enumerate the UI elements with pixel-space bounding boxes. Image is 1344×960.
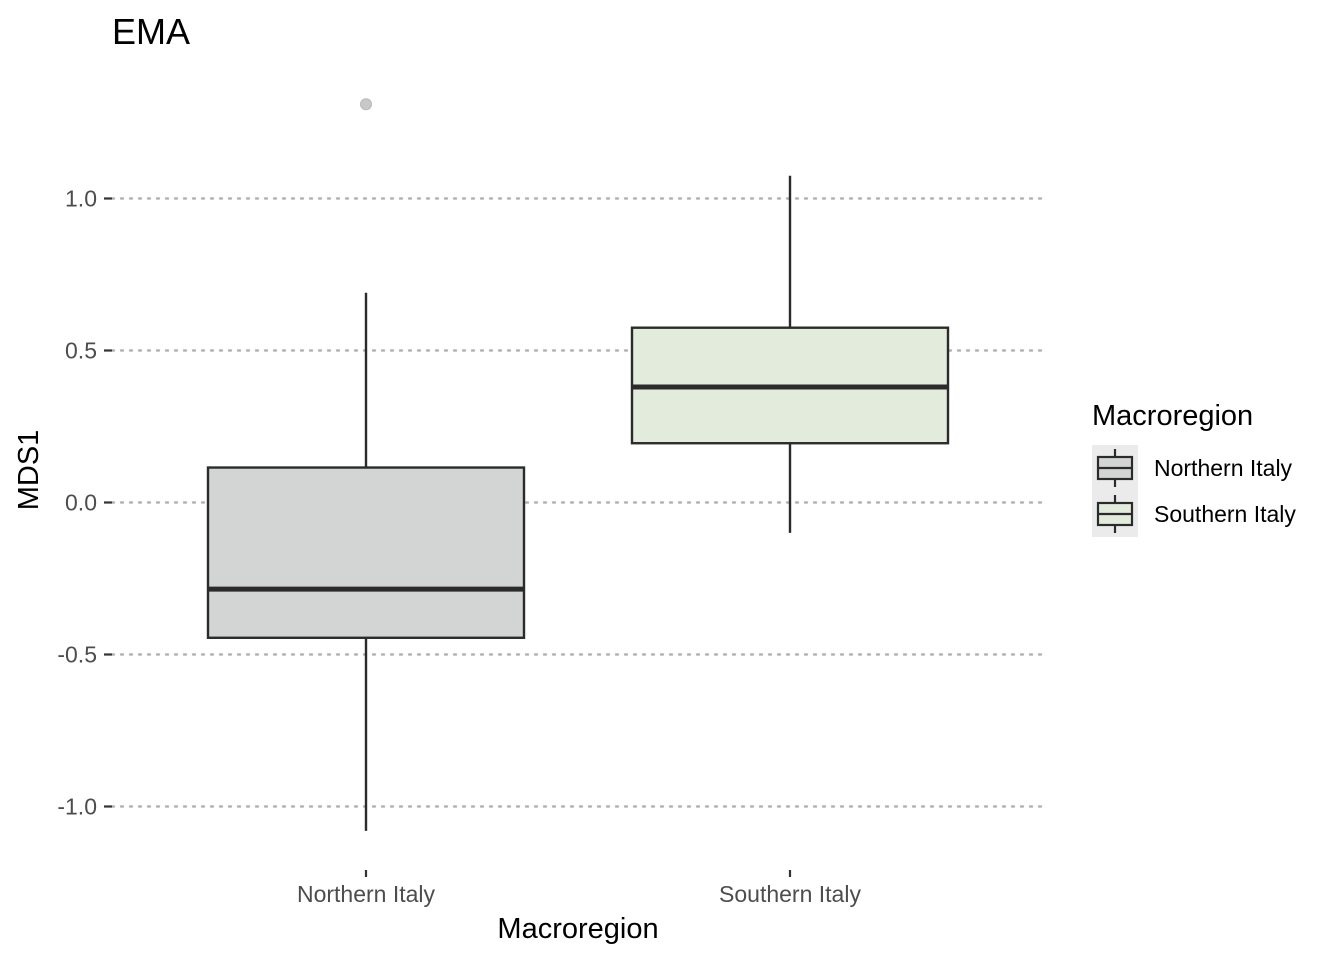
y-axis: 1.0 0.5 0.0 -0.5 -1.0 <box>57 186 112 820</box>
box-southern-italy <box>630 175 950 533</box>
box-series <box>206 98 950 831</box>
legend-label: Northern Italy <box>1154 455 1293 481</box>
x-axis: Northern Italy Southern Italy <box>297 870 861 907</box>
y-axis-title: MDS1 <box>13 430 45 511</box>
x-tick-label: Southern Italy <box>719 881 861 907</box>
box-northern-italy <box>206 98 526 831</box>
y-tick-label: 1.0 <box>65 186 97 212</box>
y-tick-label: 0.0 <box>65 490 97 516</box>
legend: Macroregion Northern Italy Southern Italy <box>1092 400 1296 537</box>
y-tick-label: 0.5 <box>65 338 97 364</box>
x-axis-title: Macroregion <box>497 913 658 945</box>
x-tick-label: Northern Italy <box>297 881 436 907</box>
legend-label: Southern Italy <box>1154 501 1296 527</box>
legend-item: Northern Italy <box>1092 445 1293 491</box>
chart-title: EMA <box>112 11 190 52</box>
y-tick-label: -1.0 <box>57 794 97 820</box>
outlier-point <box>360 98 372 111</box>
legend-item: Southern Italy <box>1092 491 1296 537</box>
legend-title: Macroregion <box>1092 400 1253 432</box>
box-iqr <box>206 466 526 639</box>
y-tick-label: -0.5 <box>57 642 97 668</box>
